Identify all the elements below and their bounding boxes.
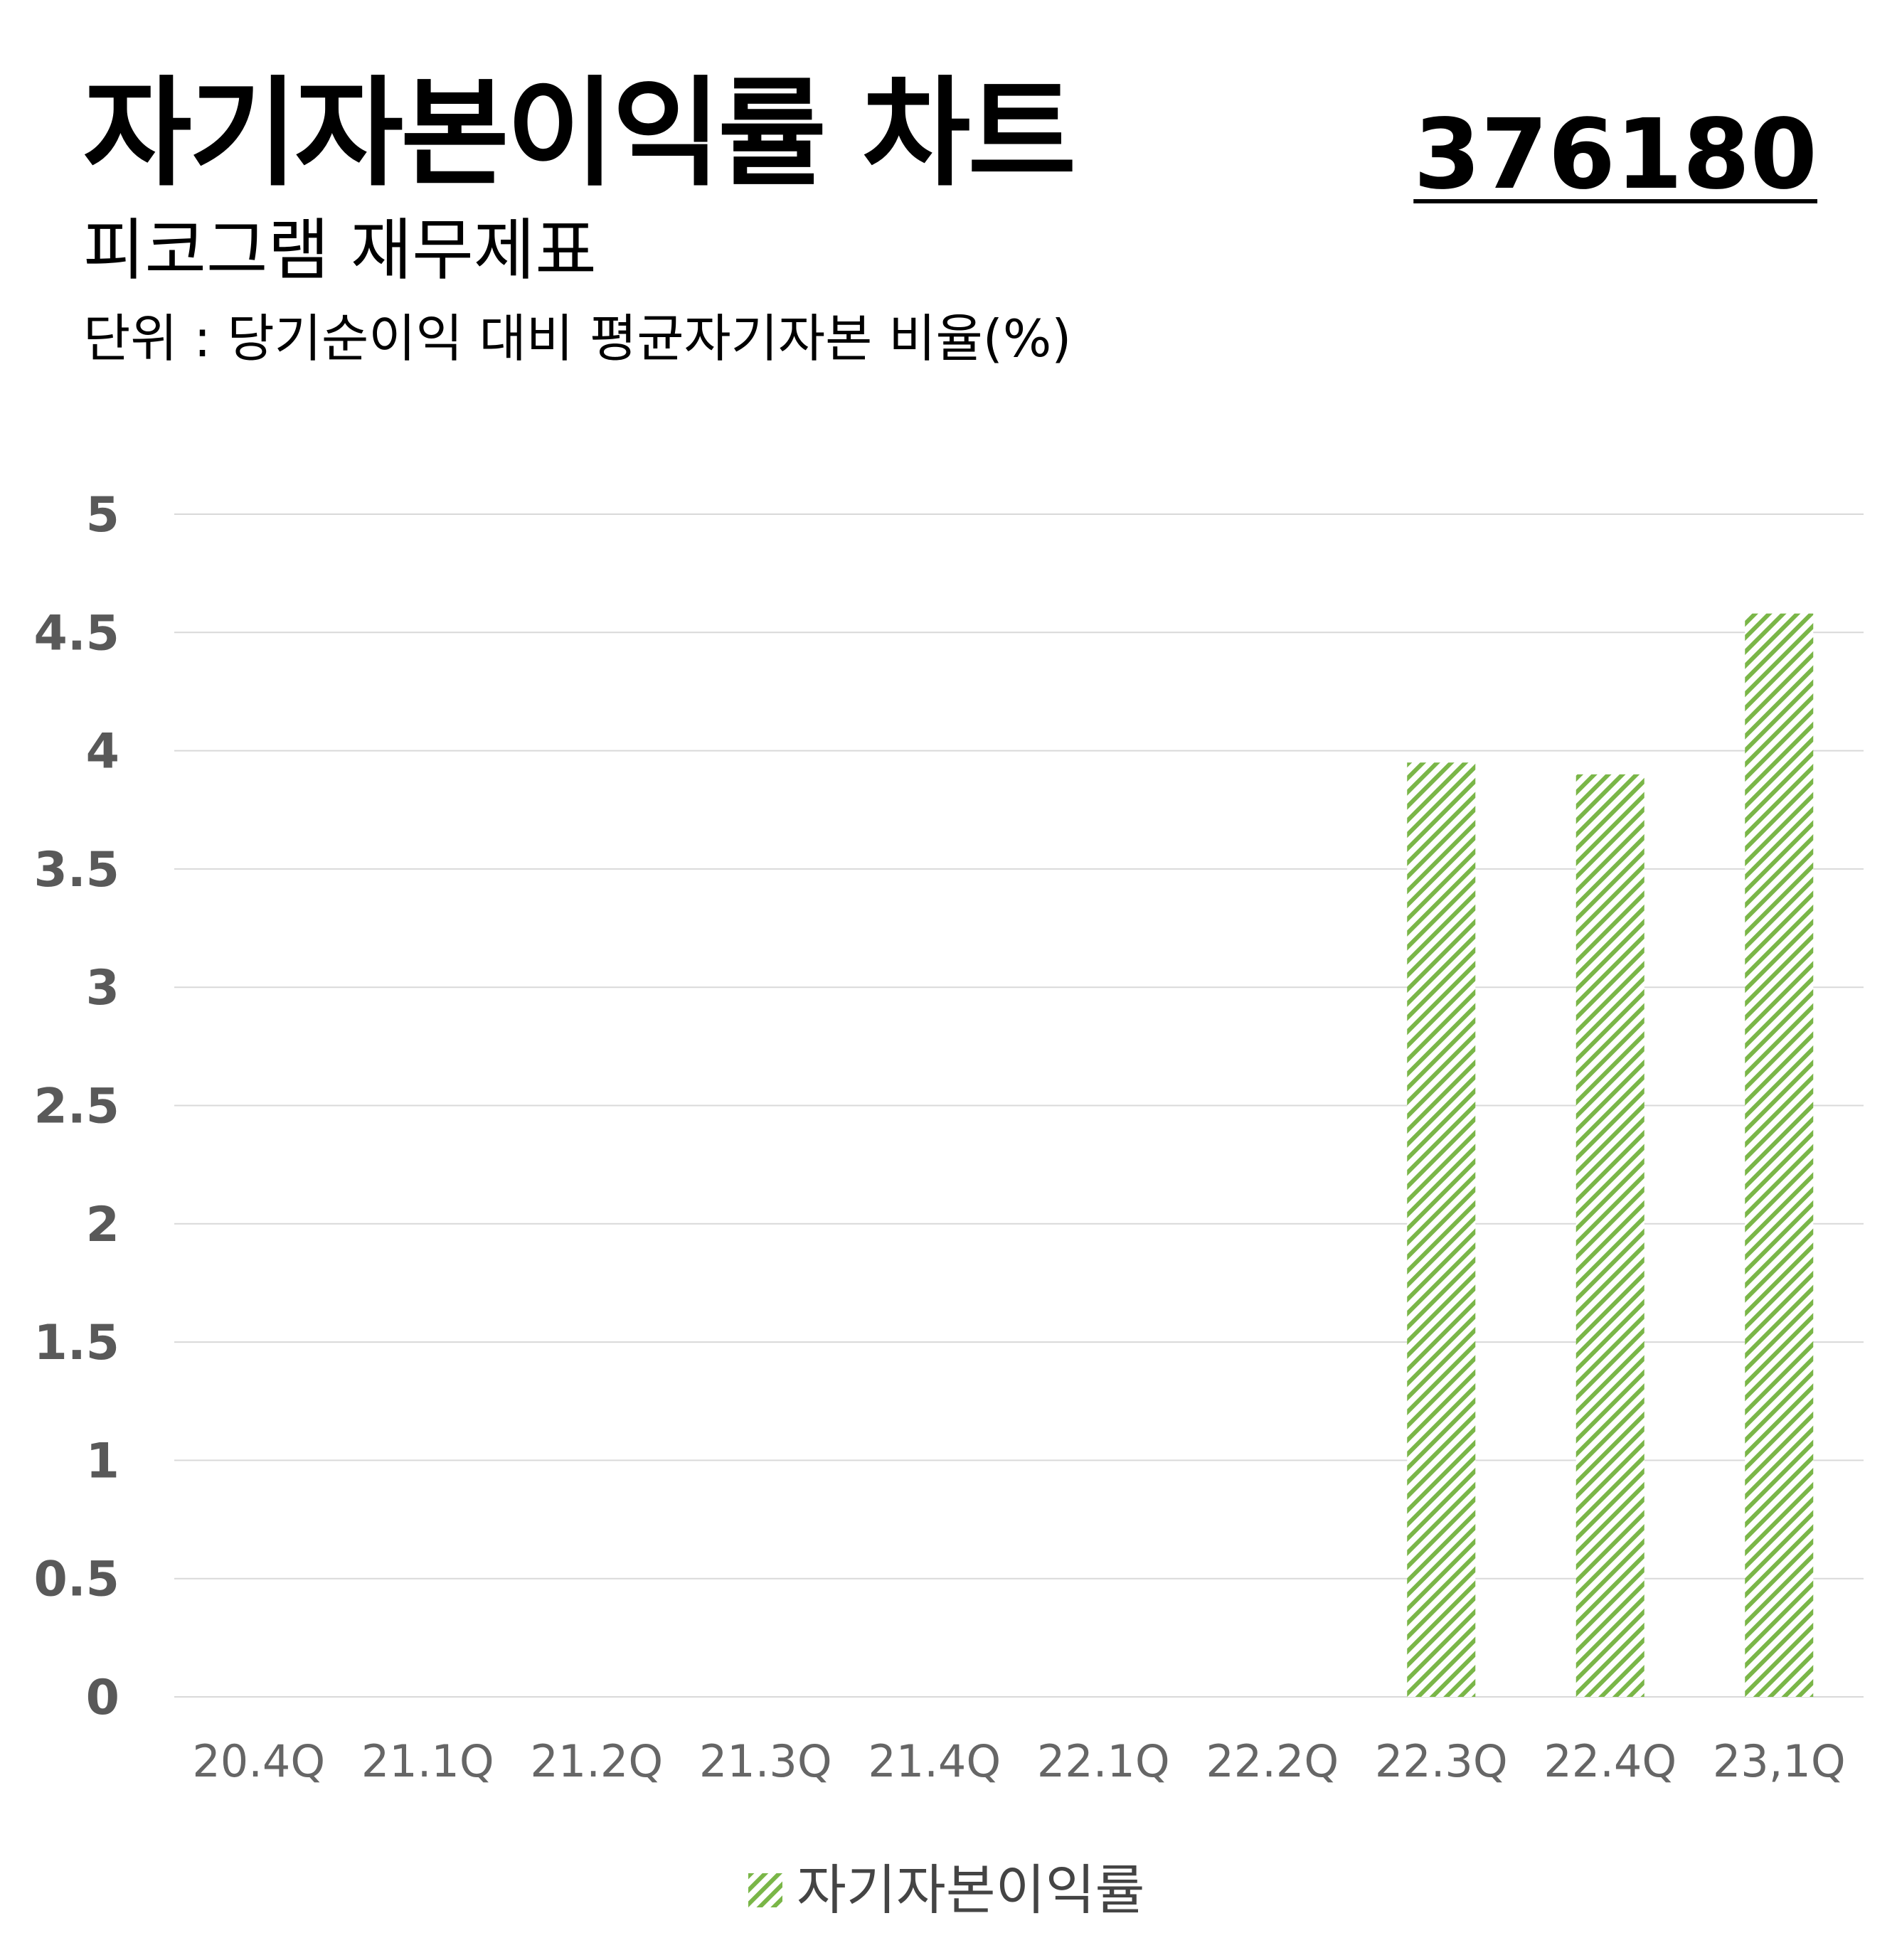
x-tick-label: 22.3Q <box>1375 1735 1508 1787</box>
y-axis-ticks: 0 0.5 1 1.5 2 2.5 3 3.5 4 4.5 5 <box>34 487 119 1726</box>
bar-22.3Q <box>1407 762 1476 1697</box>
bars <box>1407 613 1814 1697</box>
stock-code: 376180 <box>1413 99 1817 211</box>
y-tick-label: 4 <box>86 724 119 780</box>
legend: 자기자본이익률 <box>748 1863 1144 1917</box>
x-tick-label: 22.2Q <box>1206 1735 1339 1787</box>
bar-23,1Q <box>1745 613 1814 1697</box>
bar-chart: 0 0.5 1 1.5 2 2.5 3 3.5 4 4.5 5 20.4Q 21.1Q 21.2Q 21.… <box>34 487 1864 1787</box>
legend-label: 자기자본이익률 <box>797 1858 1145 1922</box>
y-tick-label: 1 <box>86 1433 119 1489</box>
y-tick-label: 0.5 <box>34 1552 119 1608</box>
chart-title: 자기자본이익률 차트 <box>83 65 1076 203</box>
y-tick-label: 1.5 <box>34 1315 119 1371</box>
x-tick-label: 21.1Q <box>361 1735 494 1787</box>
x-tick-label: 23,1Q <box>1713 1735 1846 1787</box>
y-tick-label: 5 <box>86 487 119 543</box>
y-tick-label: 4.5 <box>34 605 119 661</box>
x-tick-label: 22.4Q <box>1543 1735 1677 1787</box>
legend-swatch-icon <box>748 1873 782 1907</box>
y-tick-label: 3.5 <box>34 842 119 898</box>
y-tick-label: 2.5 <box>34 1079 119 1135</box>
unit-note: 단위 : 당기순이익 대비 평균자기자본 비율(%) <box>83 309 1072 368</box>
y-tick-label: 3 <box>86 960 119 1016</box>
y-tick-label: 2 <box>86 1197 119 1253</box>
y-tick-label: 0 <box>86 1670 119 1726</box>
x-tick-label: 21.2Q <box>530 1735 663 1787</box>
x-tick-label: 22.1Q <box>1037 1735 1170 1787</box>
chart-subtitle: 피코그램 재무제표 <box>83 212 597 289</box>
x-tick-label: 21.4Q <box>868 1735 1001 1787</box>
x-axis-ticks: 20.4Q 21.1Q 21.2Q 21.3Q 21.4Q 22.1Q 22.2Q 22.3Q… <box>192 1735 1845 1787</box>
bar-22.4Q <box>1575 774 1644 1697</box>
x-tick-label: 21.3Q <box>699 1735 832 1787</box>
x-tick-label: 20.4Q <box>192 1735 325 1787</box>
